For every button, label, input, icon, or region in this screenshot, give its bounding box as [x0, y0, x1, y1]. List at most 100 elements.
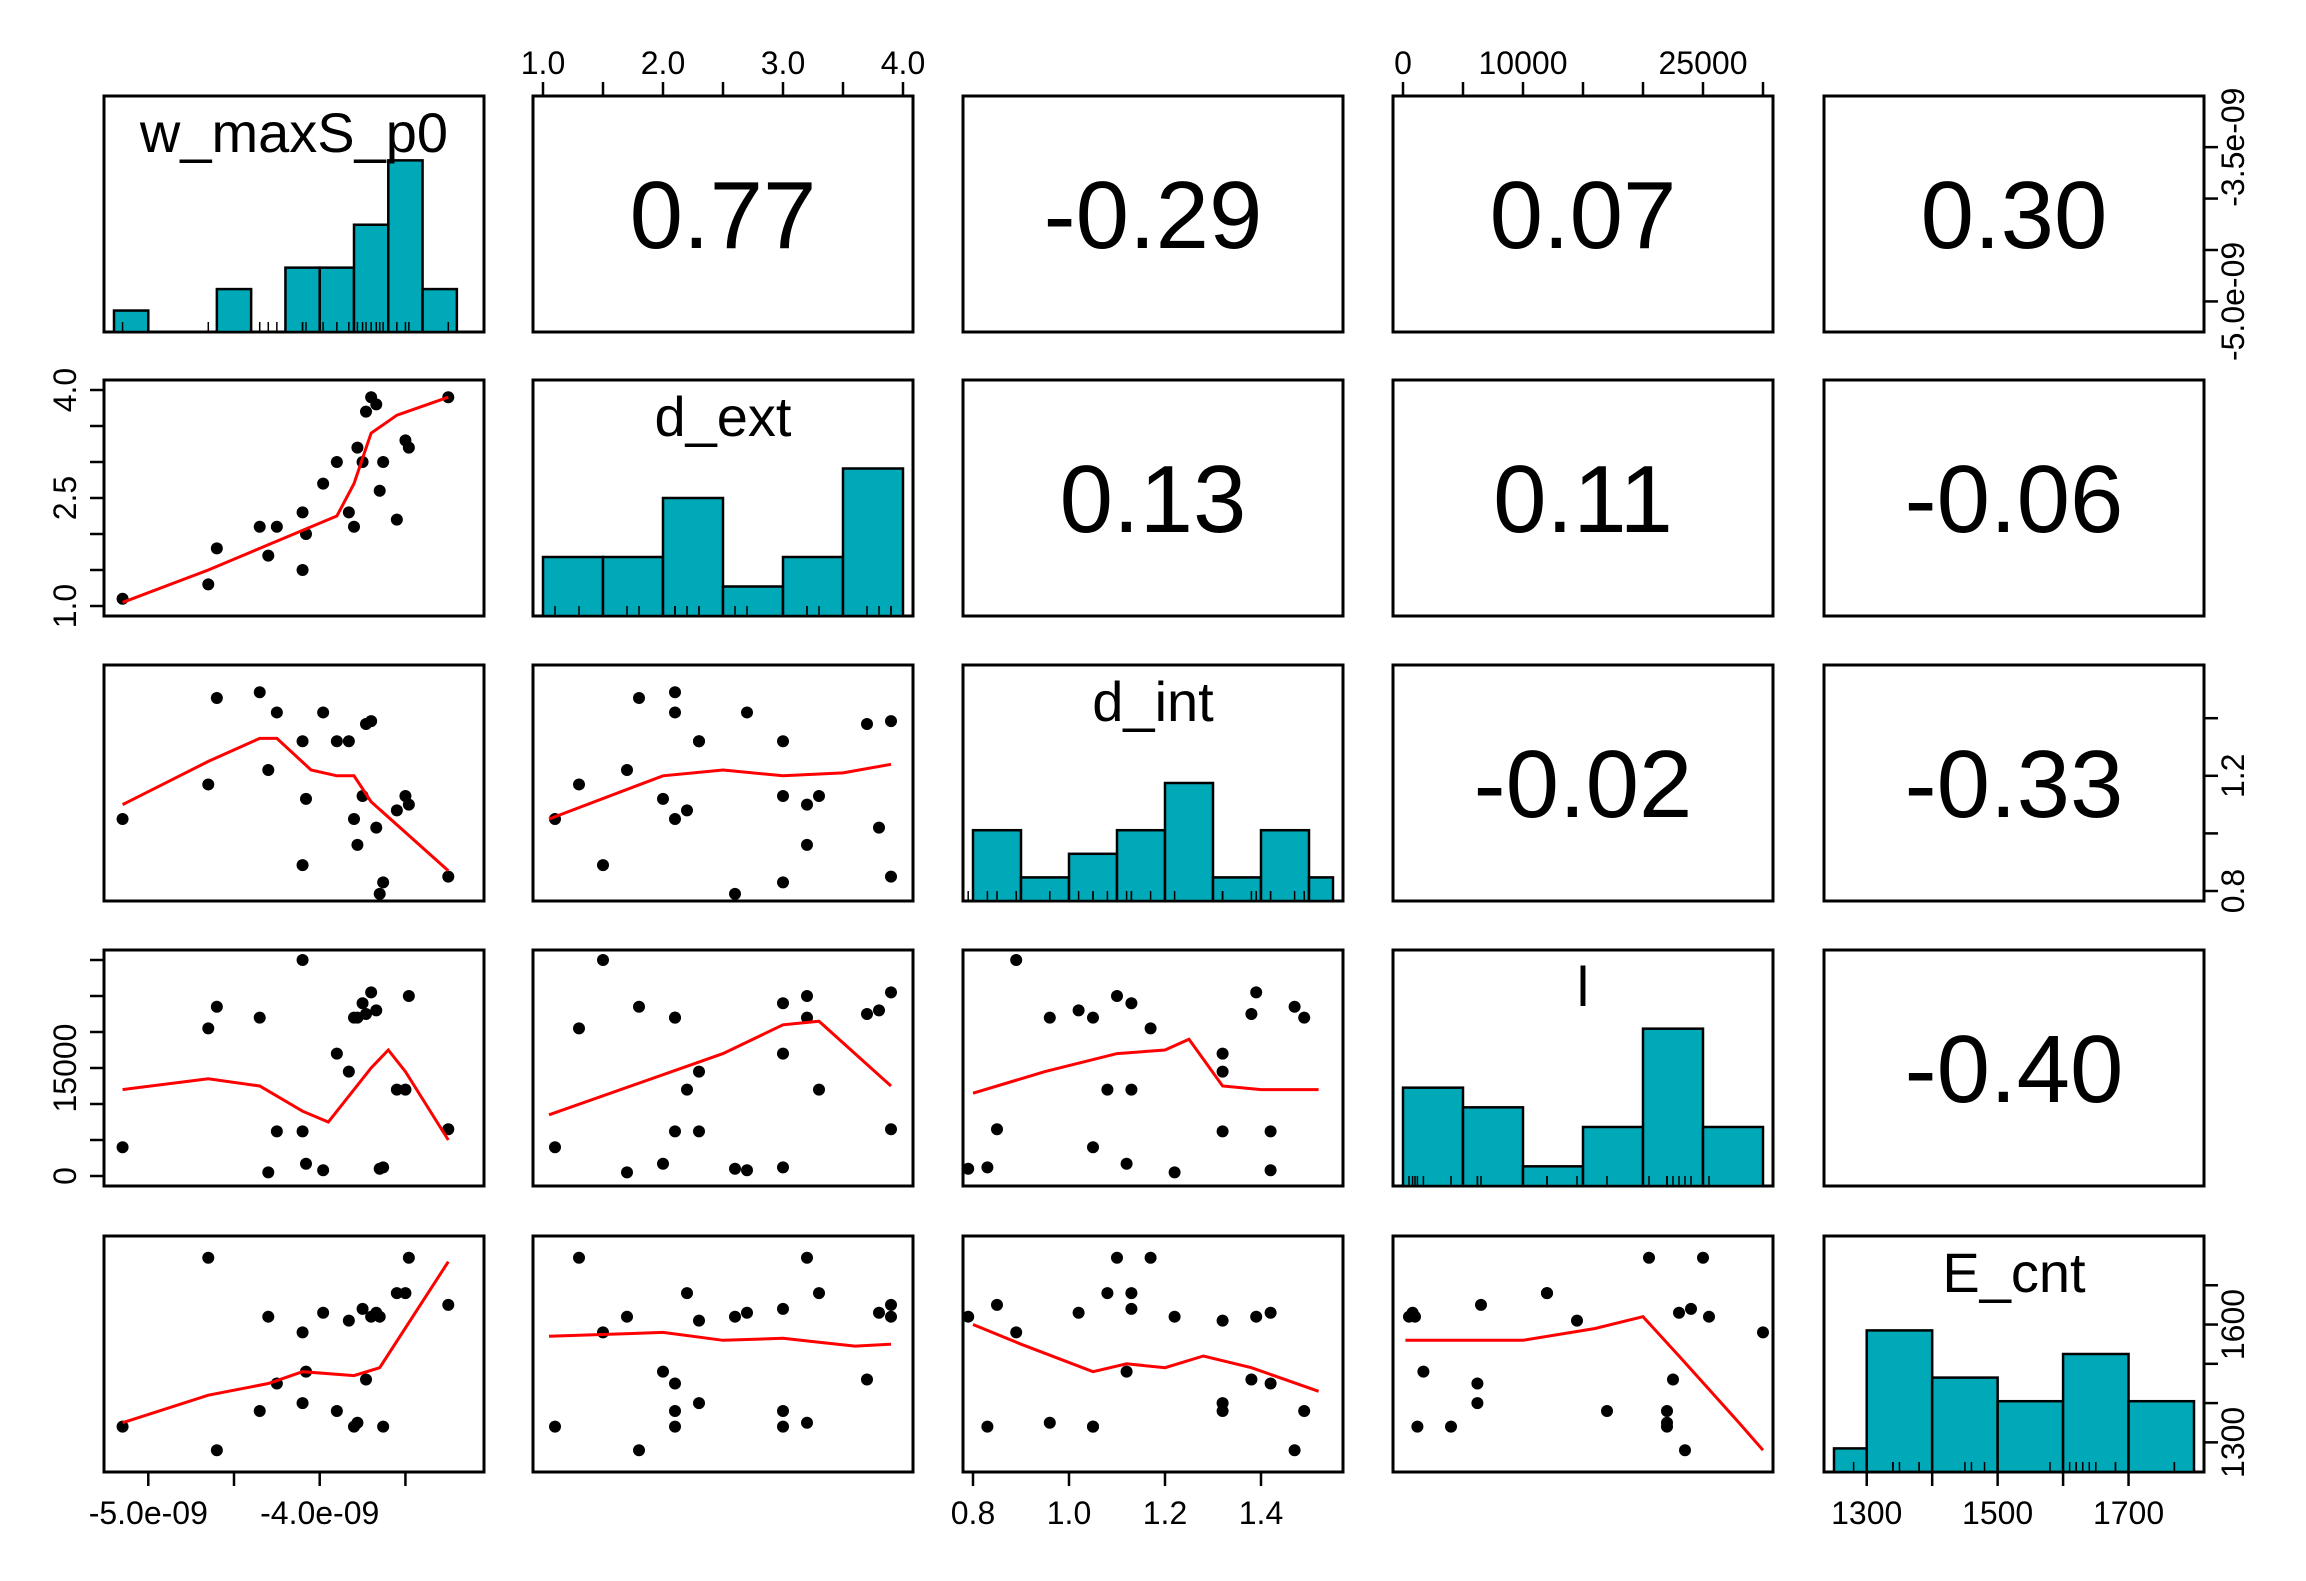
- scatter-point: [597, 954, 609, 966]
- scatter-point: [981, 1420, 994, 1433]
- scatter-point: [342, 735, 355, 748]
- scatter-point: [1471, 1397, 1484, 1410]
- axis-tick-label: 1600: [2215, 1289, 2251, 1360]
- scatter-point: [633, 1000, 645, 1013]
- scatter-point: [885, 1123, 897, 1136]
- scatter-point: [253, 1011, 266, 1024]
- scatter-point: [741, 706, 753, 719]
- scatter-point: [1685, 1302, 1697, 1315]
- scatter-point: [317, 1164, 330, 1177]
- loess-smoother-line: [548, 1019, 893, 1117]
- scatter-point: [1168, 1310, 1181, 1323]
- scatter-point: [377, 1420, 390, 1433]
- histogram-bar-E_cnt: [1930, 1376, 1999, 1474]
- scatter-point: [296, 506, 309, 519]
- histogram-bar-l: [1461, 1106, 1525, 1188]
- scatter-point: [202, 778, 215, 791]
- correlation-label: 0.13: [1060, 446, 1247, 553]
- scatter-point: [801, 1251, 813, 1264]
- histogram-bar-l: [1521, 1165, 1585, 1188]
- scatter-point: [342, 506, 355, 519]
- scatter-point: [1661, 1404, 1673, 1417]
- scatter-point: [693, 1125, 705, 1138]
- scatter-point: [549, 1420, 561, 1433]
- scatter-point: [356, 1302, 369, 1315]
- scatter-point: [202, 1251, 215, 1264]
- axis-tick-label: -5.0e-09: [2215, 242, 2251, 361]
- histogram-bar-w_maxS_p0: [387, 159, 424, 334]
- panel-frame-r2-c3: [1391, 663, 1775, 903]
- scatter-point: [777, 876, 789, 889]
- scatter-point: [573, 778, 585, 791]
- scatter-point: [777, 1404, 789, 1417]
- scatter-point: [873, 1004, 885, 1017]
- histogram-bar-d_ext: [781, 555, 845, 618]
- scatter-point: [669, 1420, 681, 1433]
- scatter-point: [270, 520, 283, 533]
- scatter-point: [1125, 1083, 1138, 1096]
- scatter-point: [262, 549, 275, 562]
- scatter-point: [1757, 1326, 1769, 1339]
- correlation-label: 0.77: [630, 162, 817, 269]
- scatter-point: [1010, 954, 1023, 966]
- scatter-point: [1245, 1008, 1258, 1020]
- correlation-label: -0.29: [1044, 162, 1263, 269]
- scatter-point: [1072, 1004, 1085, 1017]
- scatter-point: [296, 954, 309, 966]
- scatter-point: [365, 715, 378, 728]
- scatter-point: [669, 813, 681, 825]
- scatter-point: [597, 1326, 609, 1339]
- scatter-point: [1101, 1287, 1114, 1300]
- panel-frame-r3-c2: [961, 948, 1345, 1188]
- scatter-point: [270, 1125, 283, 1138]
- histogram-bar-w_maxS_p0: [421, 287, 459, 334]
- axis-tick-label: 1300: [1831, 1495, 1902, 1531]
- axis-tick-label: 1.2: [1143, 1495, 1187, 1531]
- panel-frame-r4-c2: [961, 1234, 1345, 1474]
- axis-tick-label: 0: [1394, 45, 1412, 81]
- scatter-point: [1703, 1310, 1715, 1323]
- panel-frame-r4-c3: [1391, 1234, 1775, 1474]
- scatter-point: [390, 804, 403, 817]
- scatter-point: [116, 1420, 129, 1433]
- scatter-point: [681, 1083, 693, 1096]
- panel-frame-r3-c1: [531, 948, 915, 1188]
- scatter-point: [1667, 1373, 1679, 1386]
- correlation-label: -0.33: [1905, 731, 2124, 838]
- scatter-point: [777, 735, 789, 748]
- histogram-bar-l: [1581, 1125, 1645, 1188]
- scatter-point: [777, 997, 789, 1010]
- scatter-point: [633, 692, 645, 705]
- scatter-point: [1125, 1287, 1138, 1300]
- histogram-bar-d_int: [971, 828, 1023, 903]
- scatter-point: [1125, 1302, 1138, 1315]
- scatter-point: [1216, 1125, 1229, 1138]
- correlation-label: -0.02: [1474, 731, 1693, 838]
- scatter-point: [861, 1373, 873, 1386]
- histogram-bar-l: [1401, 1086, 1465, 1188]
- scatter-point: [1679, 1444, 1691, 1457]
- scatter-point: [669, 686, 681, 699]
- scatter-point: [116, 1141, 129, 1154]
- scatter-point: [399, 1287, 412, 1300]
- loess-smoother-line: [548, 1330, 892, 1348]
- scatter-point: [801, 798, 813, 811]
- scatter-point: [991, 1123, 1003, 1136]
- scatter-point: [296, 1326, 309, 1339]
- scatter-point: [681, 804, 693, 817]
- scatter-point: [296, 564, 309, 576]
- scatter-point: [402, 1251, 415, 1264]
- scatter-point: [801, 1416, 813, 1429]
- scatter-point: [317, 477, 330, 490]
- scatter-point: [1043, 1011, 1056, 1024]
- scatter-point: [1087, 1420, 1099, 1433]
- scatter-point: [1409, 1310, 1421, 1323]
- scatter-point: [253, 1404, 266, 1417]
- histogram-bar-E_cnt: [2127, 1399, 2196, 1474]
- scatter-point: [262, 1166, 275, 1179]
- scatter-point: [813, 1287, 825, 1300]
- scatter-point: [741, 1164, 753, 1177]
- scatter-point: [351, 441, 364, 454]
- scatter-point: [373, 887, 386, 900]
- scatter-point: [1087, 1141, 1099, 1154]
